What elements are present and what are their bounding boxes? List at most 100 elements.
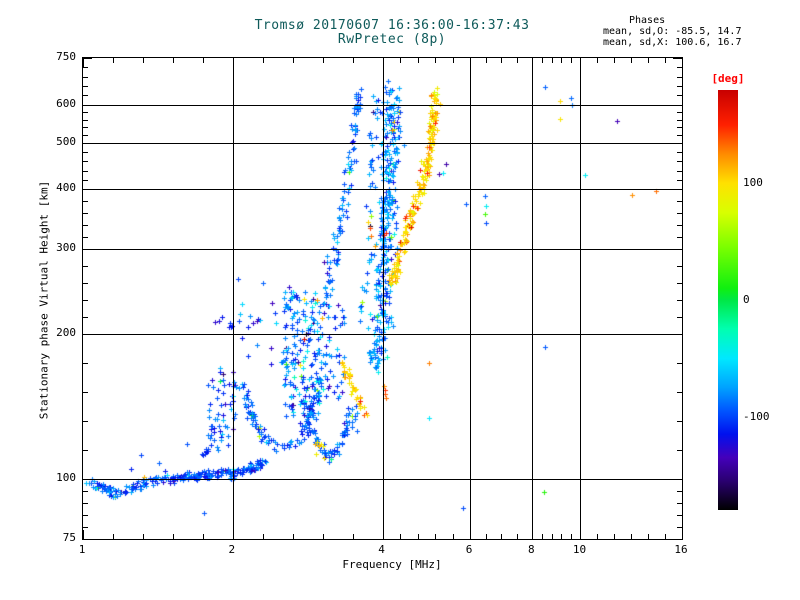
- y-tick: [677, 449, 682, 451]
- y-tick: [677, 420, 682, 422]
- y-tick-label: 750: [56, 50, 76, 63]
- y-tick: [677, 112, 682, 114]
- x-tick: [452, 58, 454, 63]
- x-tick-label: 8: [527, 543, 535, 556]
- plot-area: [82, 57, 683, 540]
- y-tick: [673, 249, 682, 251]
- phases-heading: Phases: [629, 15, 666, 26]
- y-tick: [83, 179, 88, 181]
- y-tick: [83, 514, 88, 516]
- y-tick: [673, 142, 682, 144]
- y-tick: [677, 67, 682, 69]
- y-tick: [83, 76, 88, 78]
- x-tick: [352, 58, 354, 63]
- x-tick-label: 2: [228, 543, 236, 556]
- x-tick: [532, 530, 534, 539]
- y-tick: [677, 490, 682, 492]
- y-tick: [83, 67, 88, 69]
- x-tick: [665, 58, 667, 63]
- y-tick: [83, 237, 88, 239]
- y-tick: [83, 392, 88, 394]
- y-gridline: [83, 104, 682, 106]
- x-gridline: [382, 58, 384, 539]
- x-gridline: [532, 58, 534, 539]
- y-tick: [677, 179, 682, 181]
- y-tick: [677, 161, 682, 163]
- x-gridline: [470, 58, 472, 539]
- x-tick-label: 6: [465, 543, 473, 556]
- y-tick: [677, 283, 682, 285]
- y-tick: [83, 135, 88, 137]
- x-tick: [551, 534, 553, 539]
- y-tick: [83, 152, 88, 154]
- colorbar-tick-label: 100: [743, 176, 763, 190]
- y-tick: [677, 119, 682, 121]
- y-tick: [83, 317, 88, 319]
- y-tick: [83, 249, 92, 251]
- x-tick: [541, 534, 543, 539]
- x-tick: [580, 58, 582, 67]
- x-tick: [597, 58, 599, 63]
- x-tick: [382, 58, 384, 67]
- y-tick: [677, 237, 682, 239]
- x-tick: [682, 58, 683, 67]
- y-tick: [673, 58, 682, 59]
- x-tick-label: 10: [572, 543, 587, 556]
- y-tick: [677, 135, 682, 137]
- y-tick: [677, 363, 682, 365]
- y-tick: [677, 300, 682, 302]
- x-tick: [614, 534, 616, 539]
- x-tick: [580, 530, 582, 539]
- y-tick: [83, 539, 92, 540]
- y-tick: [677, 514, 682, 516]
- x-tick-label: 4: [378, 543, 385, 556]
- y-tick: [677, 76, 682, 78]
- x-tick: [561, 534, 563, 539]
- x-tick: [202, 58, 204, 63]
- y-tick: [83, 502, 88, 504]
- y-tick-label: 75: [62, 531, 76, 544]
- x-tick-label: 16: [674, 543, 688, 556]
- x-tick: [322, 534, 324, 539]
- y-axis-label: Stationary phase Virtual Height [km]: [37, 180, 51, 420]
- x-tick: [400, 58, 402, 63]
- colorbar-tick-label: -100: [743, 409, 770, 423]
- y-tick: [673, 334, 682, 336]
- x-tick: [614, 58, 616, 63]
- y-tick: [83, 363, 88, 365]
- phases-stats-box: Phases mean, sd,O: -85.5, 14.7 mean, sd,…: [603, 15, 741, 48]
- y-tick: [673, 189, 682, 191]
- x-tick: [570, 58, 572, 63]
- y-tick: [83, 104, 92, 106]
- y-tick: [83, 119, 88, 121]
- x-tick: [631, 534, 633, 539]
- x-tick: [417, 58, 419, 63]
- y-tick: [83, 300, 88, 302]
- y-tick: [673, 478, 682, 480]
- x-tick: [501, 58, 503, 63]
- x-tick: [597, 534, 599, 539]
- x-tick: [648, 534, 650, 539]
- y-tick: [673, 539, 682, 540]
- x-tick: [112, 534, 114, 539]
- x-tick: [665, 534, 667, 539]
- y-gridline: [83, 249, 682, 251]
- y-tick: [83, 490, 88, 492]
- y-tick: [83, 201, 88, 203]
- y-tick: [83, 95, 88, 97]
- y-tick: [677, 225, 682, 227]
- x-tick: [516, 58, 518, 63]
- plot-subtitle: RwPretec (8p): [337, 32, 447, 47]
- x-tick: [570, 534, 572, 539]
- x-tick: [142, 534, 144, 539]
- x-tick: [516, 534, 518, 539]
- x-axis-label: Frequency [MHz]: [342, 558, 442, 571]
- y-tick: [677, 85, 682, 87]
- y-tick: [83, 449, 88, 451]
- plot-title: Tromsø 20170607 16:36:00-16:37:43: [254, 18, 530, 33]
- x-tick: [631, 58, 633, 63]
- x-tick: [83, 530, 84, 539]
- x-tick: [202, 534, 204, 539]
- y-tick: [83, 213, 88, 215]
- x-tick: [112, 58, 114, 63]
